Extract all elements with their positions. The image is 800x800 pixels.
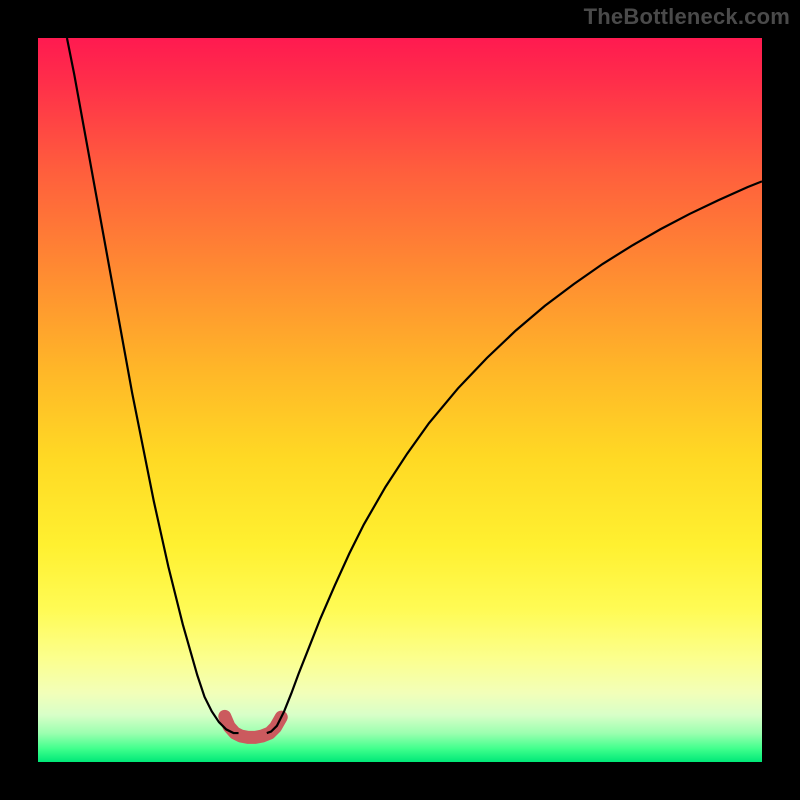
bottleneck-curve-left: [67, 38, 239, 733]
bottleneck-curve-right: [267, 181, 762, 733]
curves-layer: [38, 38, 762, 762]
valley-highlight: [225, 716, 281, 737]
watermark-text: TheBottleneck.com: [584, 4, 790, 30]
chart-root: TheBottleneck.com: [0, 0, 800, 800]
plot-area: [38, 38, 762, 762]
